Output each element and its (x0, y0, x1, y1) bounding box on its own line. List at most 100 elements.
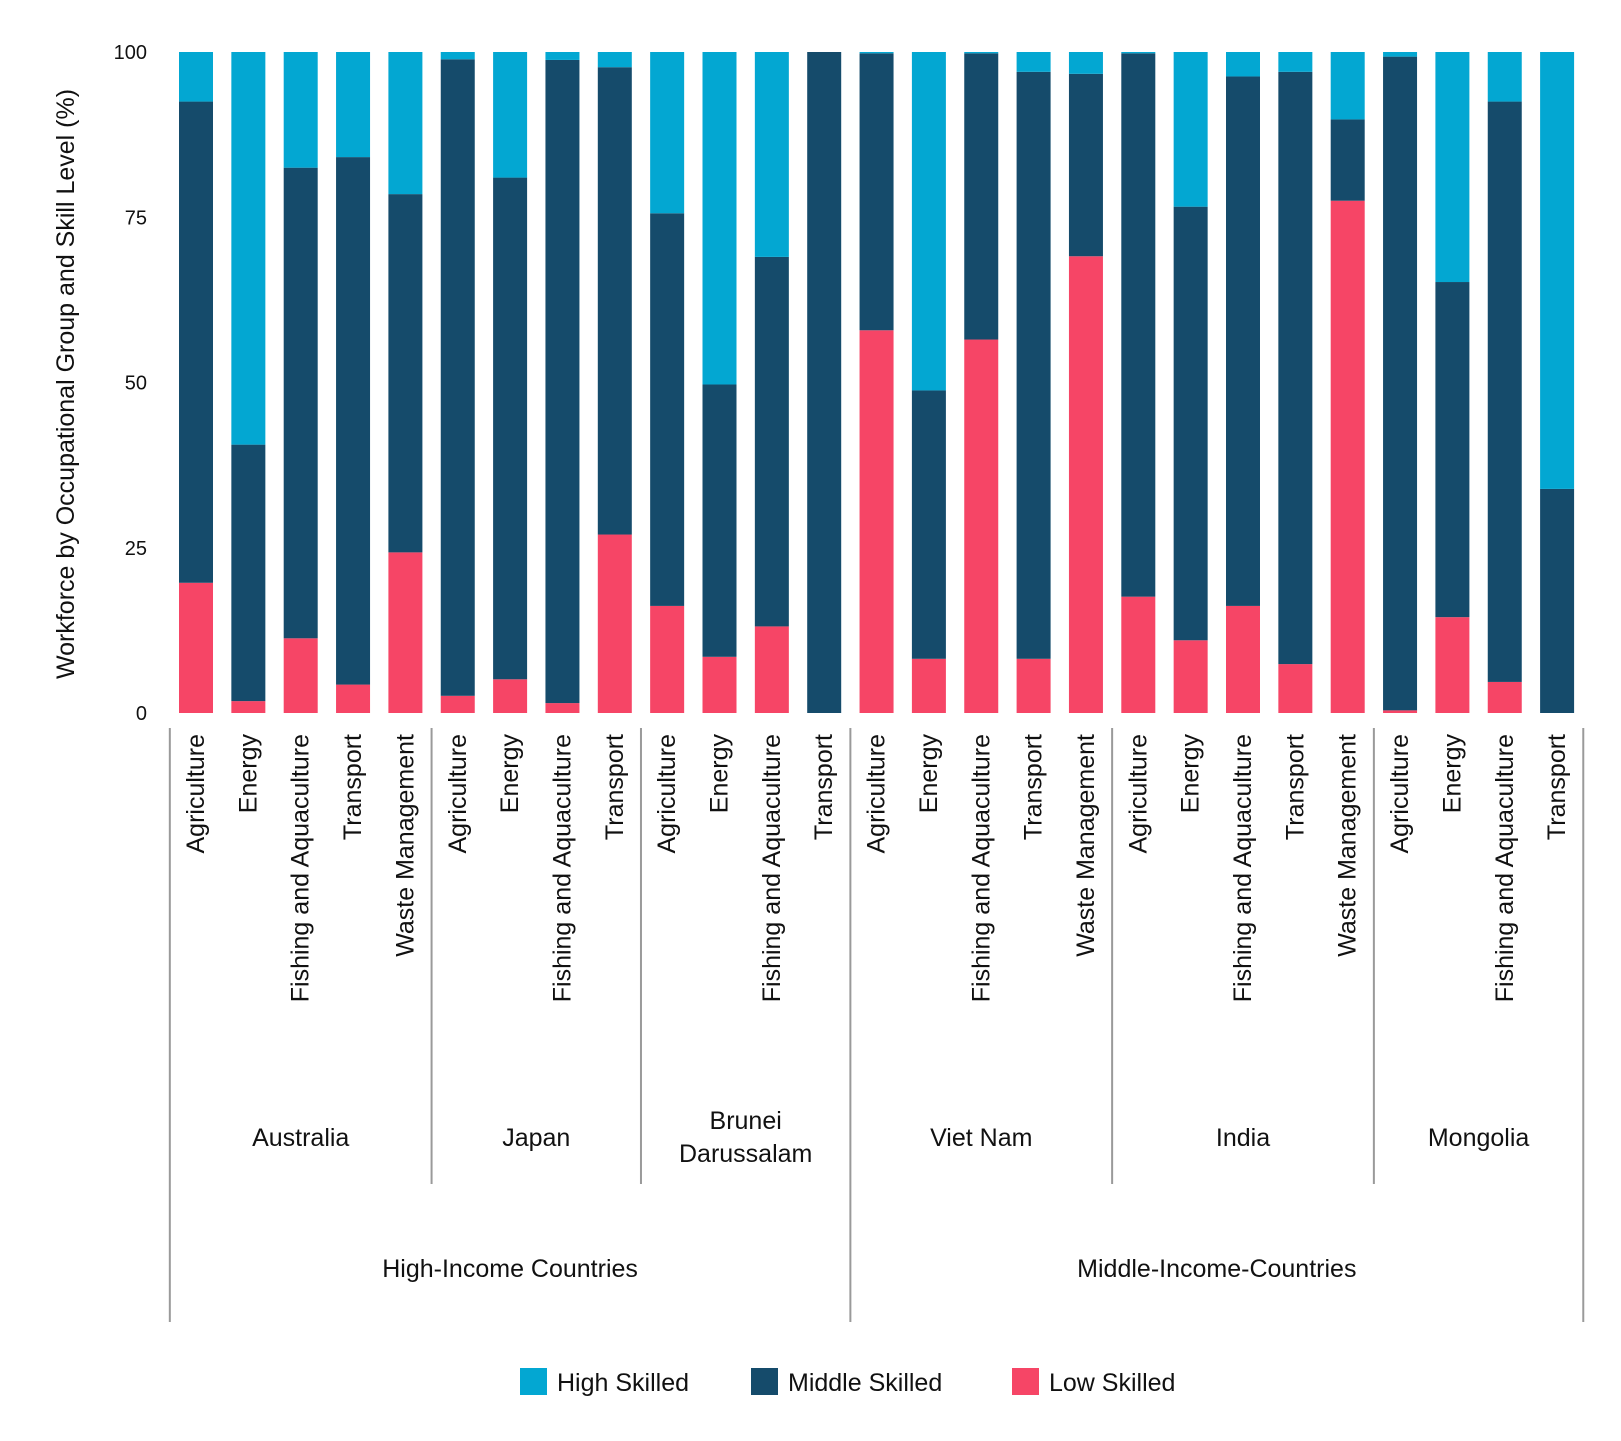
country-label-line: Japan (502, 1124, 570, 1152)
bar-segment-middle-skilled (964, 53, 999, 340)
income-group-labels: High-Income Countries Middle-Income-Count… (382, 1255, 1356, 1283)
bar-segment-low-skilled (1226, 605, 1260, 713)
country-label: India (1216, 1124, 1270, 1152)
bar-segment-middle-skilled (597, 67, 632, 535)
bar-segment-high-skilled (1016, 52, 1051, 72)
bar-segment-high-skilled (911, 52, 946, 391)
bar-segment-middle-skilled (754, 256, 789, 627)
bar-segment-middle-skilled (1173, 206, 1208, 641)
bar-segment-low-skilled (231, 701, 266, 713)
bar-segment-high-skilled (493, 52, 528, 178)
bar-segment-middle-skilled (1383, 56, 1418, 711)
bar-segment-low-skilled (597, 534, 632, 713)
bar-segment-low-skilled (754, 626, 789, 713)
country-label: Japan (502, 1124, 570, 1152)
country-label-line: Brunei (710, 1107, 782, 1135)
category-label: Energy (496, 734, 524, 814)
legend-swatch (751, 1368, 778, 1395)
bar-segment-low-skilled (1121, 596, 1156, 713)
bar-segment-low-skilled (1383, 710, 1418, 713)
bar-segment-high-skilled (1173, 52, 1208, 207)
category-label: Energy (706, 734, 734, 814)
bar-segment-middle-skilled (336, 157, 371, 685)
bar-segment-low-skilled (388, 552, 423, 713)
y-tick-label: 100 (114, 42, 147, 64)
legend-label: High Skilled (557, 1369, 689, 1397)
category-label: Fishing and Aquaculture (967, 734, 995, 1002)
y-axis-title: Workforce by Occupational Group and Skil… (52, 89, 80, 679)
bar-segment-low-skilled (1278, 664, 1313, 713)
legend-label: Middle Skilled (788, 1369, 942, 1397)
bar-segment-high-skilled (1435, 52, 1470, 283)
category-label: Transport (339, 734, 367, 840)
bar-segment-high-skilled (754, 52, 789, 257)
bar-segment-high-skilled (859, 52, 894, 54)
bar-segment-high-skilled (597, 52, 632, 68)
bar-segment-middle-skilled (1016, 71, 1051, 659)
bar-segment-middle-skilled (1435, 282, 1470, 618)
bar-segment-high-skilled (1278, 52, 1313, 72)
bar-segment-high-skilled (336, 52, 371, 158)
category-label: Fishing and Aquaculture (1229, 734, 1257, 1002)
bar-segment-middle-skilled (702, 384, 737, 657)
bar-segment-middle-skilled (545, 59, 580, 704)
country-label-line: India (1216, 1124, 1270, 1152)
bar-segment-middle-skilled (179, 101, 213, 583)
bar-segment-low-skilled (545, 703, 580, 713)
category-label: Agriculture (863, 734, 891, 854)
bar-segment-low-skilled (283, 638, 318, 713)
bar-segment-middle-skilled (493, 177, 528, 680)
y-tick-label: 25 (125, 538, 147, 560)
category-label: Agriculture (1124, 734, 1152, 854)
y-tick-label: 50 (125, 373, 147, 395)
income-group-label: Middle-Income-Countries (1077, 1255, 1356, 1283)
bar-segment-high-skilled (1487, 52, 1522, 102)
category-label: Energy (915, 734, 943, 814)
bar-segment-middle-skilled (1068, 73, 1103, 257)
category-label: Fishing and Aquaculture (287, 734, 315, 1002)
bar-segment-high-skilled (1383, 52, 1418, 57)
bar-segment-middle-skilled (807, 52, 842, 713)
bar-segment-low-skilled (336, 684, 371, 713)
bar-segment-low-skilled (1173, 640, 1208, 713)
bar-segment-low-skilled (493, 679, 528, 713)
bar-segment-middle-skilled (1487, 101, 1522, 682)
country-label: Australia (252, 1124, 349, 1152)
bar-segment-high-skilled (650, 52, 685, 214)
y-tick-label: 75 (125, 207, 147, 229)
category-label: Waste Management (391, 734, 419, 957)
country-label: Viet Nam (930, 1124, 1032, 1152)
category-label: Fishing and Aquaculture (758, 734, 786, 1002)
category-label: Waste Management (1072, 734, 1100, 957)
bar-segment-low-skilled (1435, 617, 1470, 713)
bar-segment-middle-skilled (1226, 76, 1260, 606)
category-label: Energy (1177, 734, 1205, 814)
bar-segment-middle-skilled (283, 167, 318, 639)
bar-segment-low-skilled (702, 656, 737, 713)
bar-segment-high-skilled (964, 52, 999, 54)
legend: High Skilled Middle Skilled Low Skilled (520, 1368, 1175, 1397)
bar-segment-middle-skilled (388, 194, 423, 553)
bar-segment-high-skilled (1540, 52, 1575, 489)
y-tick-label: 0 (136, 703, 147, 725)
bar-segment-high-skilled (1330, 52, 1365, 120)
category-label: Transport (1281, 734, 1309, 840)
bars-layer (179, 52, 1575, 714)
bar-segment-high-skilled (1121, 52, 1156, 54)
legend-swatch (1012, 1368, 1039, 1395)
bar-segment-low-skilled (1487, 681, 1522, 713)
category-label: Agriculture (444, 734, 472, 854)
category-label: Transport (1020, 734, 1048, 840)
bar-segment-middle-skilled (1121, 53, 1156, 597)
bar-segment-high-skilled (702, 52, 737, 385)
x-axis-category-labels: Agriculture Energy Fishing and Aquaculture… (182, 734, 1571, 1003)
category-label: Transport (810, 734, 838, 840)
bar-segment-middle-skilled (1278, 71, 1313, 665)
category-label: Agriculture (182, 734, 210, 854)
bar-segment-low-skilled (964, 339, 999, 713)
bar-segment-low-skilled (440, 695, 475, 713)
country-label: Mongolia (1428, 1124, 1530, 1152)
category-label: Fishing and Aquaculture (1491, 734, 1519, 1002)
country-label: Brunei Darussalam (679, 1107, 812, 1168)
